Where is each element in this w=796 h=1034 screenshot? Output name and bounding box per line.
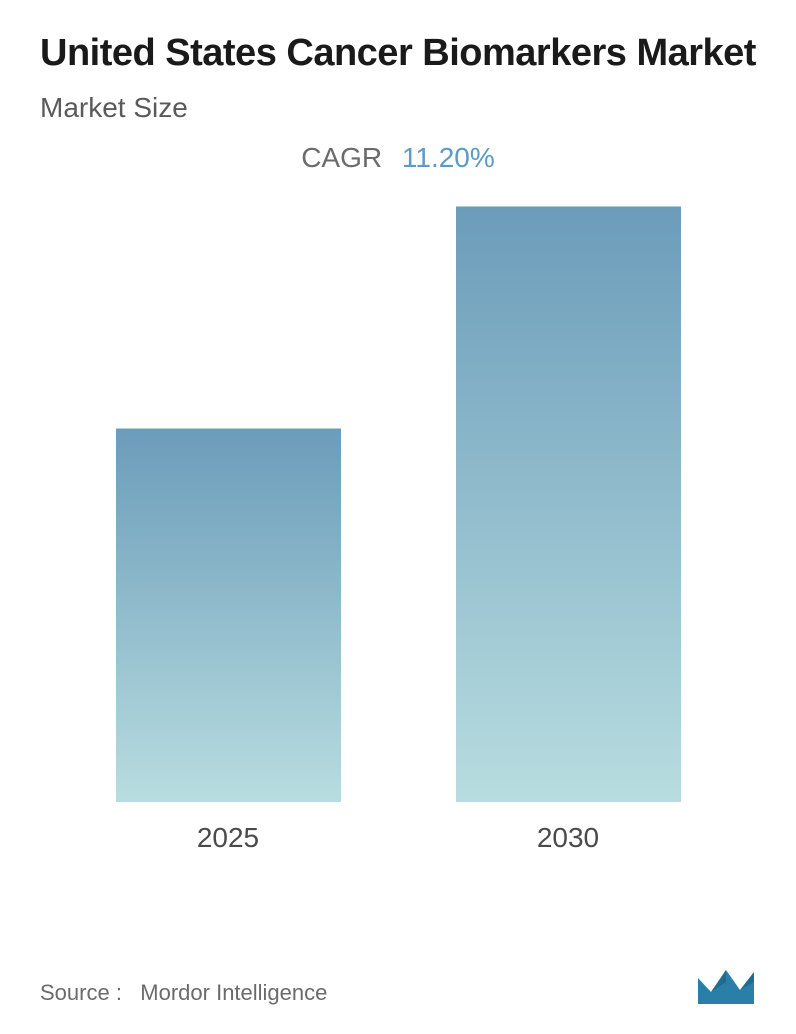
page-subtitle: Market Size: [40, 92, 756, 124]
cagr-value: 11.20%: [402, 142, 495, 173]
cagr-label: CAGR: [301, 142, 382, 173]
bar-group-0: 2025: [116, 428, 341, 854]
source-text: Source : Mordor Intelligence: [40, 980, 327, 1006]
source-label: Source :: [40, 980, 122, 1005]
cagr-row: CAGR 11.20%: [40, 142, 756, 174]
bar-2030: [456, 206, 681, 802]
bar-group-1: 2030: [456, 206, 681, 854]
footer: Source : Mordor Intelligence: [40, 964, 756, 1006]
source-value: Mordor Intelligence: [140, 980, 327, 1005]
page-title: United States Cancer Biomarkers Market: [40, 30, 756, 78]
chart-container: United States Cancer Biomarkers Market M…: [0, 0, 796, 1034]
bar-label-2025: 2025: [197, 822, 259, 854]
bar-2025: [116, 428, 341, 802]
bar-label-2030: 2030: [537, 822, 599, 854]
bar-chart: 2025 2030: [40, 214, 756, 854]
mordor-logo-icon: [696, 964, 756, 1006]
